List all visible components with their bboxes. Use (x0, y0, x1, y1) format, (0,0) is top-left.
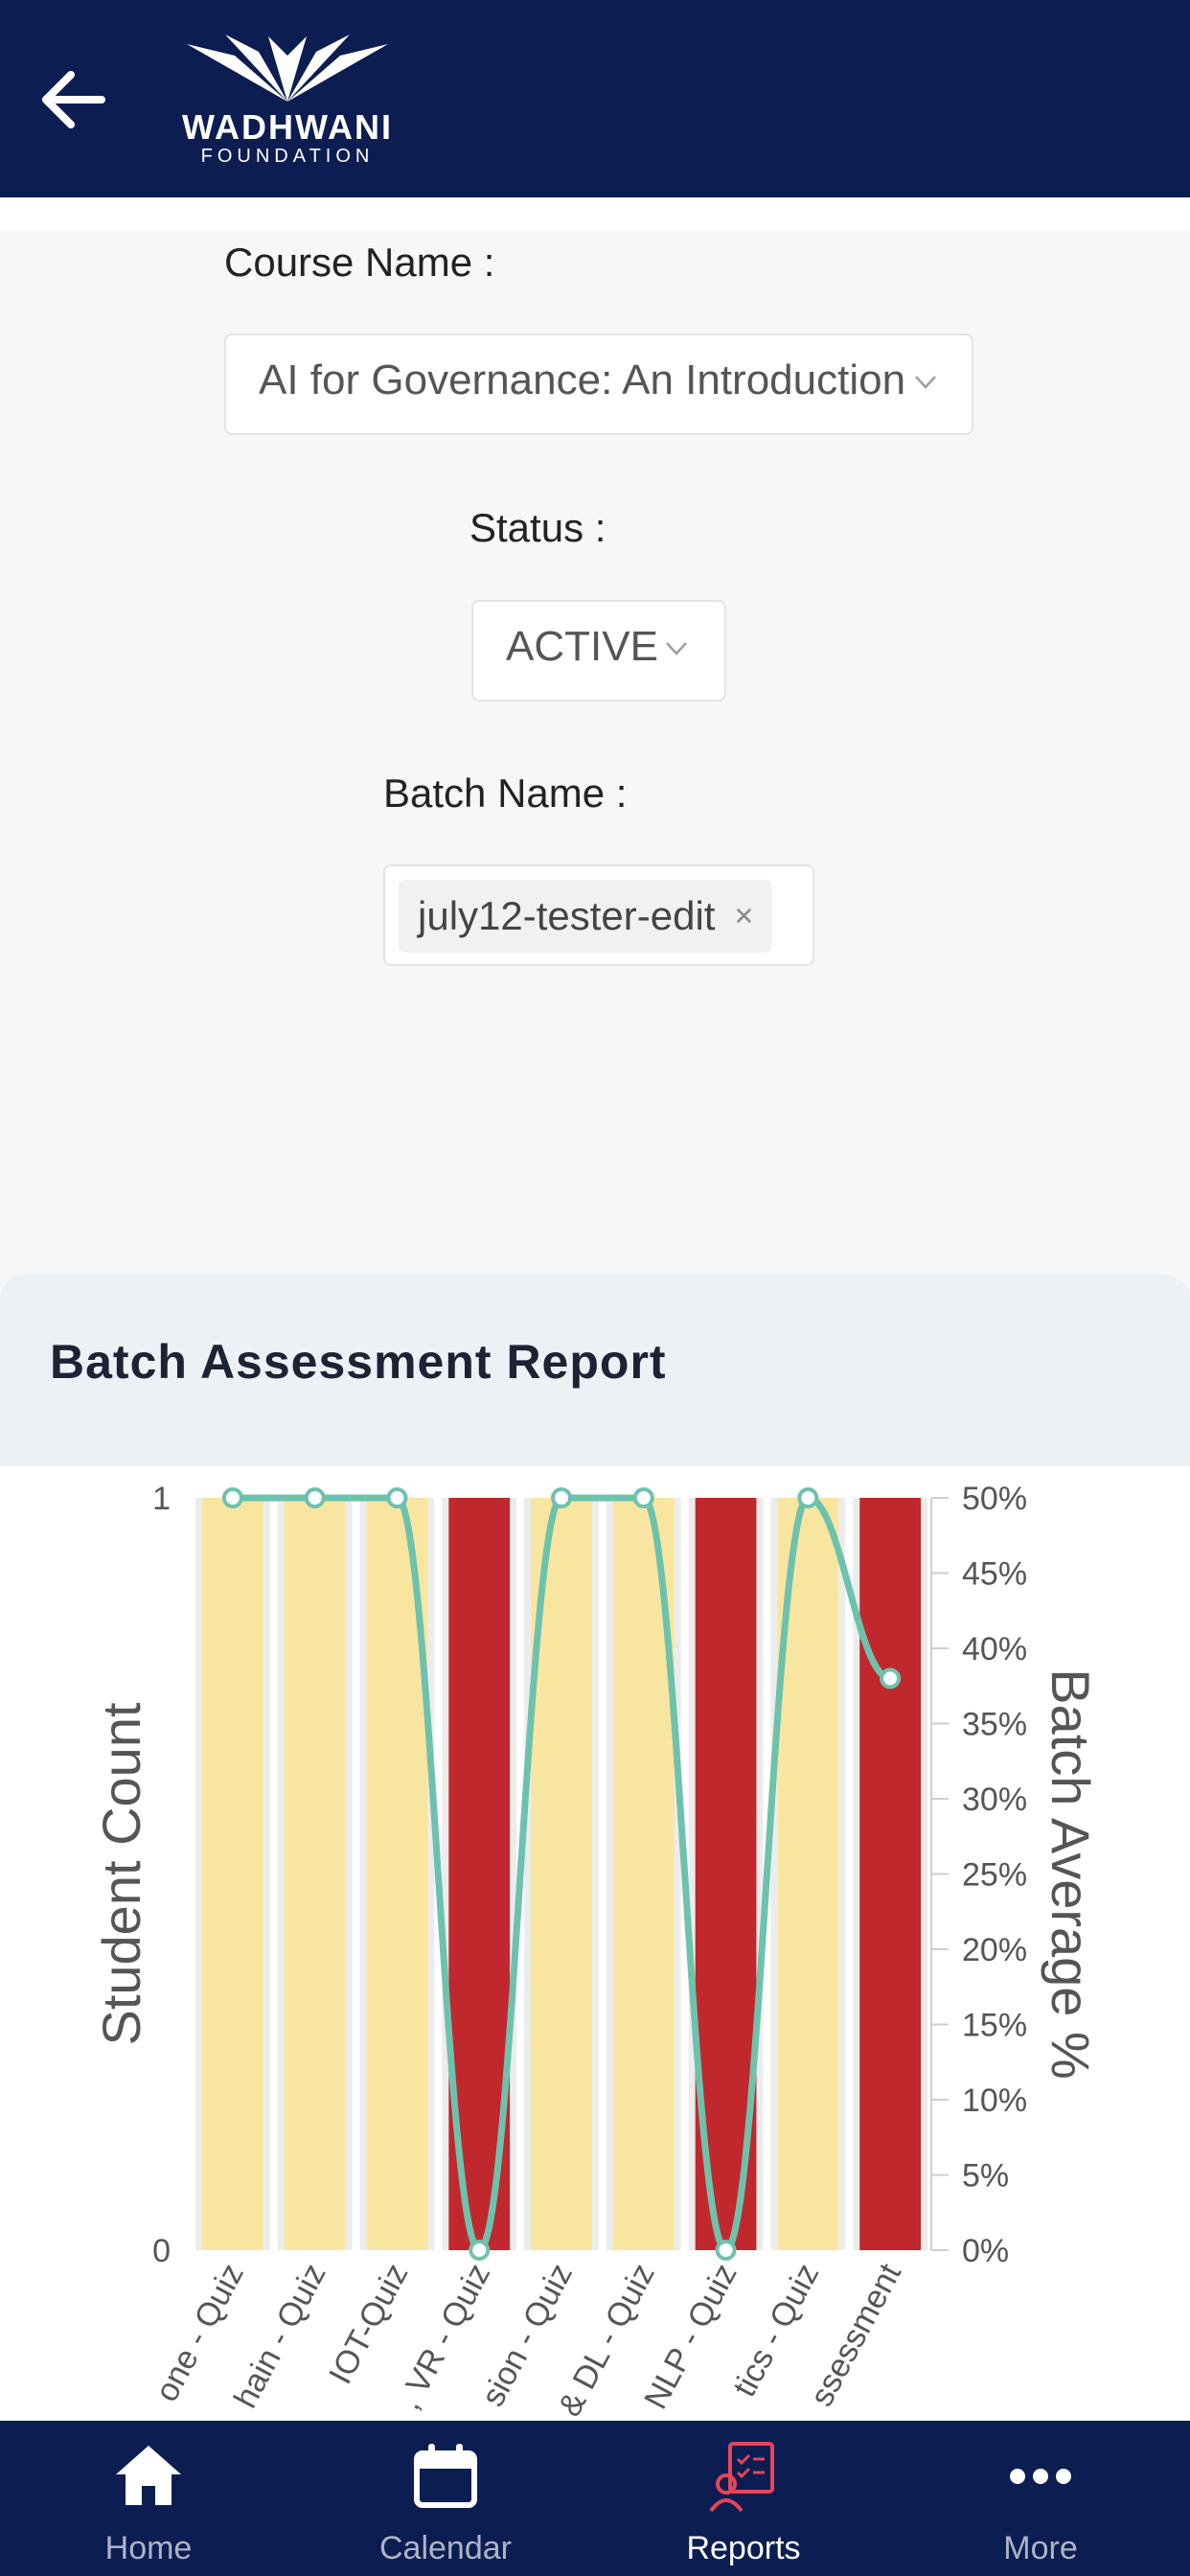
course-name-label: Course Name : (224, 240, 495, 285)
wadhwani-logo: WADHWANI FOUNDATION (168, 34, 417, 169)
batch-tag-label: july12-tester-edit (418, 893, 716, 938)
nav-calendar[interactable]: Calendar (297, 2421, 594, 2576)
nav-more-label: More (1003, 2530, 1078, 2566)
batch-name-label: Batch Name : (383, 770, 628, 816)
tag-remove-icon[interactable]: × (734, 897, 754, 934)
batch-average-point (797, 1487, 819, 1508)
y-axis-title: Student Count (91, 1702, 151, 2045)
back-arrow-icon[interactable] (36, 61, 113, 138)
y2-tick-label: 50% (962, 1481, 1027, 1517)
y2-tick-label: 35% (962, 1707, 1027, 1743)
nav-reports[interactable]: Reports (595, 2421, 892, 2576)
nav-reports-label: Reports (686, 2530, 801, 2566)
y2-tick-label: 20% (962, 1932, 1027, 1968)
report-card-header: Batch Assessment Report (0, 1275, 1190, 1466)
chart-bar (859, 1498, 921, 2250)
status-select[interactable]: ACTIVE (471, 600, 726, 702)
batch-average-point (632, 1487, 654, 1508)
y-tick-label: 1 (152, 1481, 171, 1517)
more-icon (1010, 2469, 1071, 2484)
header-divider (0, 197, 1190, 230)
batch-average-line (232, 1494, 892, 2254)
y2-tick-label: 30% (962, 1782, 1027, 1818)
batch-select[interactable]: july12-tester-edit × (383, 864, 814, 966)
status-label: Status : (469, 505, 606, 550)
chevron-down-icon (666, 642, 687, 656)
report-title: Batch Assessment Report (50, 1335, 667, 1389)
nav-calendar-label: Calendar (379, 2530, 512, 2566)
batch-average-point (304, 1487, 326, 1508)
y2-tick-label: 10% (962, 2082, 1027, 2119)
y2-tick-label: 0% (962, 2233, 1009, 2269)
chevron-down-icon (915, 376, 936, 389)
batch-average-point (469, 2240, 491, 2261)
y2-tick-label: 40% (962, 1631, 1027, 1668)
logo-mark-icon (187, 34, 388, 102)
batch-average-point (715, 2240, 737, 2261)
batch-average-point (386, 1487, 408, 1508)
bottom-nav: Home Calendar Reports More (0, 2421, 1190, 2576)
logo-text-primary: WADHWANI (182, 107, 393, 147)
y2-tick-label: 5% (962, 2158, 1009, 2195)
app-header: WADHWANI FOUNDATION (0, 0, 1190, 197)
logo-text-secondary: FOUNDATION (200, 146, 375, 167)
home-icon (116, 2446, 181, 2505)
batch-tag: july12-tester-edit × (399, 880, 773, 953)
chart-bar (202, 1498, 263, 2250)
reports-icon (709, 2442, 774, 2513)
batch-average-point (551, 1487, 572, 1508)
batch-assessment-chart: 010%5%10%15%20%25%30%35%40%45%50%Student… (91, 1481, 1101, 2421)
nav-home[interactable]: Home (0, 2421, 297, 2576)
chart-bar (284, 1498, 346, 2250)
y-tick-label: 0 (152, 2233, 171, 2269)
calendar-icon (414, 2444, 477, 2508)
x-tick-label: IOT-Quiz (322, 2258, 415, 2390)
batch-average-point (221, 1487, 243, 1508)
status-select-value: ACTIVE (506, 623, 658, 670)
course-select-value: AI for Governance: An Introduction (259, 356, 906, 403)
batch-average-point (880, 1668, 902, 1690)
y2-tick-label: 45% (962, 1556, 1027, 1593)
y2-tick-label: 15% (962, 2008, 1027, 2044)
y2-tick-label: 25% (962, 1857, 1027, 1894)
y2-axis-title: Batch Average % (1041, 1668, 1101, 2080)
course-select[interactable]: AI for Governance: An Introduction (224, 334, 973, 435)
nav-home-label: Home (104, 2530, 193, 2566)
nav-more[interactable]: More (892, 2421, 1189, 2576)
